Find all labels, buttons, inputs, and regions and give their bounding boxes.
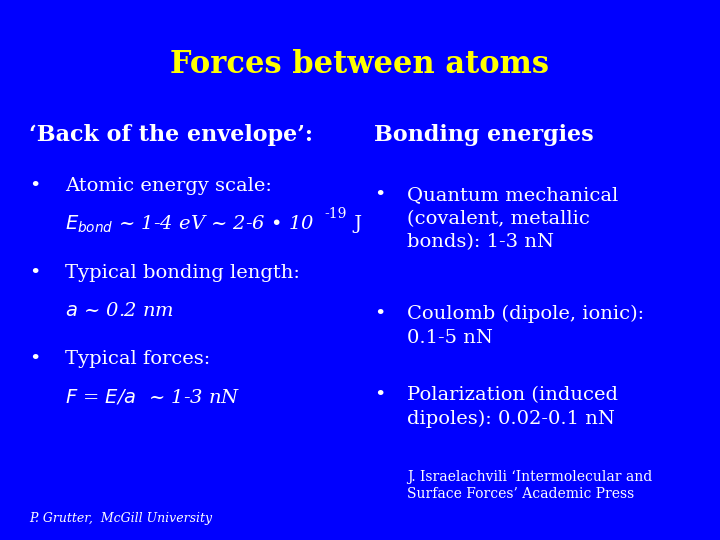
Text: $\mathit{a}$ ~ 0.2 nm: $\mathit{a}$ ~ 0.2 nm — [65, 301, 174, 320]
Text: •: • — [29, 264, 40, 282]
Text: •: • — [374, 305, 386, 323]
Text: •: • — [374, 386, 386, 404]
Text: •: • — [374, 186, 386, 204]
Text: Atomic energy scale:: Atomic energy scale: — [65, 177, 271, 195]
Text: Polarization (induced
dipoles): 0.02-0.1 nN: Polarization (induced dipoles): 0.02-0.1… — [407, 386, 618, 428]
Text: •: • — [29, 177, 40, 195]
Text: J: J — [348, 215, 362, 233]
Text: Quantum mechanical
(covalent, metallic
bonds): 1-3 nN: Quantum mechanical (covalent, metallic b… — [407, 186, 618, 252]
Text: Bonding energies: Bonding energies — [374, 124, 594, 146]
Text: Coulomb (dipole, ionic):
0.1-5 nN: Coulomb (dipole, ionic): 0.1-5 nN — [407, 305, 644, 347]
Text: ‘Back of the envelope’:: ‘Back of the envelope’: — [29, 124, 312, 146]
Text: P. Grutter,  McGill University: P. Grutter, McGill University — [29, 512, 212, 525]
Text: •: • — [29, 350, 40, 368]
Text: J. Israelachvili ‘Intermolecular and
Surface Forces’ Academic Press: J. Israelachvili ‘Intermolecular and Sur… — [407, 470, 652, 501]
Text: Typical forces:: Typical forces: — [65, 350, 210, 368]
Text: :: : — [551, 124, 558, 146]
Text: Forces between atoms: Forces between atoms — [171, 49, 549, 80]
Text: Typical bonding length:: Typical bonding length: — [65, 264, 300, 282]
Text: $\mathit{F}$ = $\mathit{E}$/$\mathit{a}$  ~ 1-3 nN: $\mathit{F}$ = $\mathit{E}$/$\mathit{a}$… — [65, 387, 240, 407]
Text: $\mathit{E}_{bond}$ ~ 1-4 eV ~ 2-6 • 10: $\mathit{E}_{bond}$ ~ 1-4 eV ~ 2-6 • 10 — [65, 213, 314, 235]
Text: -19: -19 — [324, 207, 346, 221]
